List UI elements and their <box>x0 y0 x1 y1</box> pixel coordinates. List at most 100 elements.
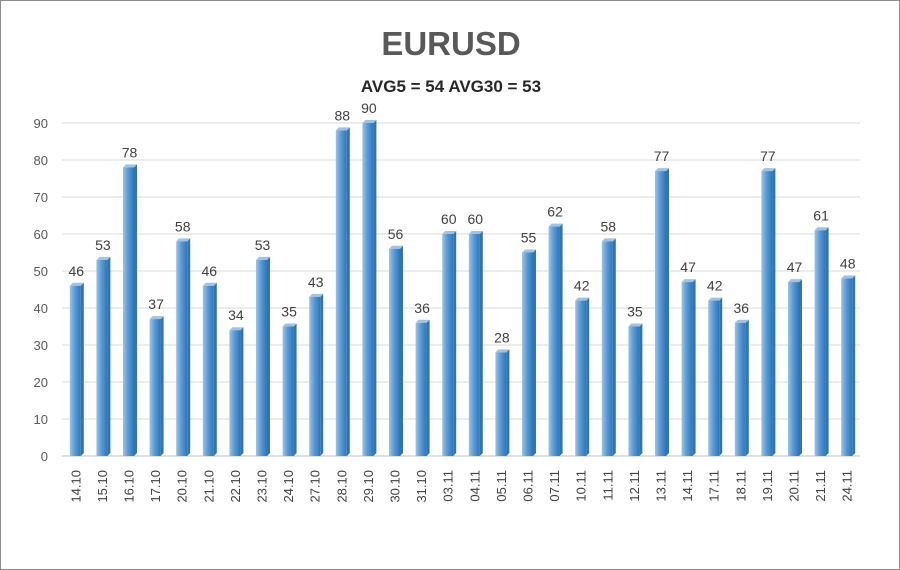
bar <box>788 279 802 456</box>
data-label: 36 <box>414 300 430 316</box>
data-label: 58 <box>601 218 617 234</box>
bar-side <box>453 231 457 456</box>
bar <box>708 297 723 456</box>
bar <box>468 231 483 456</box>
data-label: 62 <box>547 204 563 220</box>
bar-side <box>506 349 510 456</box>
x-tick-label: 14.11 <box>680 470 695 502</box>
bar <box>681 279 696 456</box>
x-tick-label: 31.10 <box>414 470 429 503</box>
bar-top <box>282 323 297 327</box>
x-tick-label: 15.10 <box>95 470 110 503</box>
bar-front <box>202 285 214 456</box>
y-tick-label: 30 <box>34 338 48 353</box>
data-label: 55 <box>521 230 537 246</box>
data-label: 88 <box>335 107 351 123</box>
data-label: 77 <box>760 148 776 164</box>
bars <box>69 120 856 457</box>
bar-side <box>852 275 856 456</box>
x-tick-label: 19.11 <box>760 470 775 502</box>
bar-side <box>639 323 643 456</box>
bar <box>628 323 643 456</box>
bar-front <box>335 130 347 456</box>
bar-front <box>362 123 374 456</box>
bar-top <box>841 275 856 279</box>
data-label: 46 <box>69 263 85 279</box>
x-tick-label: 18.11 <box>733 470 748 502</box>
bar-side <box>160 316 164 456</box>
x-tick-label: 16.10 <box>122 470 137 503</box>
bar-side <box>825 227 829 456</box>
bar-front <box>123 167 134 456</box>
bar-top <box>96 256 111 260</box>
bar-side <box>426 319 430 456</box>
y-tick-label: 90 <box>34 116 48 131</box>
y-tick-label: 50 <box>34 264 48 279</box>
bar-front <box>256 259 267 456</box>
bar-side <box>293 323 297 456</box>
x-tick-label: 20.10 <box>175 470 190 503</box>
data-label: 53 <box>95 237 111 253</box>
x-tick-label: 24.10 <box>281 470 296 503</box>
data-label: 53 <box>255 237 271 253</box>
bar-top <box>788 279 802 283</box>
x-tick-label: 13.11 <box>654 470 669 502</box>
bar <box>814 227 829 456</box>
x-tick-label: 04.11 <box>467 470 482 502</box>
data-label: 28 <box>494 329 510 345</box>
bar-front <box>601 241 613 456</box>
bar-front <box>841 278 853 456</box>
x-tick-label: 22.10 <box>228 470 243 503</box>
bar-front <box>522 252 533 456</box>
bar-front <box>814 230 826 456</box>
bar-side <box>320 293 324 456</box>
x-tick-label: 17.10 <box>148 470 163 503</box>
data-label: 48 <box>840 255 856 271</box>
bar-side <box>240 327 244 456</box>
bar-top <box>601 238 616 242</box>
bar <box>229 327 244 456</box>
x-tick-label: 11.11 <box>600 470 615 501</box>
data-label: 90 <box>361 100 377 116</box>
bar-front <box>761 171 773 456</box>
bar-top <box>442 231 457 234</box>
bar-front <box>468 234 480 456</box>
bar-side <box>479 231 483 456</box>
bar-top <box>123 164 137 168</box>
x-tick-label: 24.11 <box>840 470 855 502</box>
y-tick-label: 40 <box>34 301 48 316</box>
bar <box>601 238 616 456</box>
bar-front <box>309 296 321 456</box>
bar-side <box>267 256 270 456</box>
bar-front <box>548 226 560 456</box>
bar-top <box>176 238 191 242</box>
y-tick-label: 60 <box>34 227 48 242</box>
bar-front <box>282 326 294 456</box>
data-label: 42 <box>707 278 723 294</box>
data-label: 56 <box>388 226 404 242</box>
bar-top <box>362 120 377 123</box>
data-label: 46 <box>202 263 218 279</box>
bar-side <box>799 279 802 456</box>
bar <box>96 256 111 456</box>
bar-side <box>612 238 616 456</box>
bar-side <box>719 297 723 456</box>
bar <box>282 323 297 456</box>
data-label: 60 <box>468 211 484 227</box>
x-tick-label: 07.11 <box>547 470 562 502</box>
bar <box>761 168 776 456</box>
bar-top <box>655 168 669 172</box>
bar-top <box>202 282 217 286</box>
bar-top <box>575 297 590 301</box>
x-tick-label: 30.10 <box>388 470 403 503</box>
bar-top <box>335 127 350 131</box>
bar-top <box>708 297 723 301</box>
bar <box>176 238 191 456</box>
chart-title: EURUSD <box>381 25 521 62</box>
y-axis: 0 10 20 30 40 50 60 70 80 90 <box>34 116 48 464</box>
bar <box>655 168 669 456</box>
bar <box>415 319 430 456</box>
bar <box>256 256 270 456</box>
x-tick-label: 21.10 <box>201 470 216 503</box>
bar-side <box>745 319 749 456</box>
